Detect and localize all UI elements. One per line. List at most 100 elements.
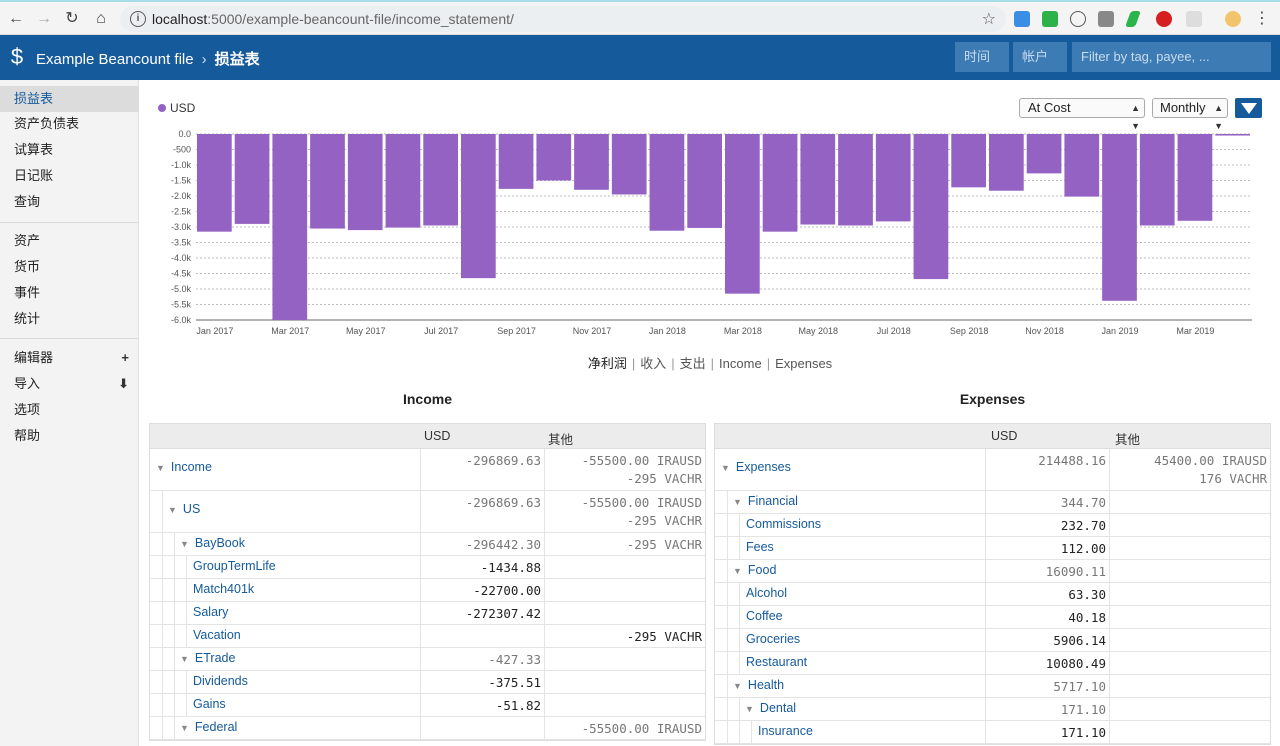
tree-row[interactable]: Groceries 5906.14	[715, 629, 1270, 652]
chart-bar[interactable]	[838, 134, 873, 226]
chart-tab-expenses-cn[interactable]: 支出	[679, 356, 706, 371]
profile-avatar[interactable]	[1225, 11, 1241, 27]
account-name[interactable]: ▼ Expenses	[721, 460, 791, 474]
account-name[interactable]: Groceries	[746, 632, 800, 646]
account-name[interactable]: ▼ Federal	[180, 720, 237, 734]
account-name[interactable]: Match401k	[193, 582, 254, 596]
chart-bar[interactable]	[1139, 134, 1175, 226]
info-icon[interactable]: i	[130, 11, 146, 27]
account-name[interactable]: Alcohol	[746, 586, 787, 600]
account-filter-input[interactable]: 帐户	[1013, 42, 1067, 72]
tree-row[interactable]: Coffee 40.18	[715, 606, 1270, 629]
chart-bar[interactable]	[800, 134, 836, 225]
chart-bar[interactable]	[423, 134, 458, 226]
chart-tab-expenses[interactable]: Expenses	[775, 356, 833, 371]
tree-row[interactable]: Gains -51.82	[150, 694, 705, 717]
tree-row[interactable]: ▼ BayBook -296442.30 -295 VACHR	[150, 533, 705, 556]
tree-row[interactable]: Insurance 171.10	[715, 721, 1270, 744]
chart-bar[interactable]	[989, 134, 1024, 191]
camera-icon[interactable]	[1098, 11, 1114, 27]
tag-payee-filter-input[interactable]: Filter by tag, payee, ...	[1072, 42, 1271, 72]
sidebar-item-balance-sheet[interactable]: 资产负债表	[14, 116, 80, 131]
chart-bar[interactable]	[272, 134, 308, 320]
sidebar-item-statistics[interactable]: 统计	[14, 311, 41, 326]
account-name[interactable]: Insurance	[758, 724, 813, 738]
account-name[interactable]: Fees	[746, 540, 774, 554]
fava-logo-icon[interactable]: $	[10, 44, 24, 69]
reload-icon[interactable]: ↻	[65, 10, 79, 27]
chart-bar[interactable]	[536, 134, 572, 181]
account-name[interactable]: Gains	[193, 697, 226, 711]
sidebar-item-trial-balance[interactable]: 试算表	[14, 142, 54, 157]
chart-tab-net-profit[interactable]: 净利润	[587, 356, 627, 371]
bookmark-star-icon[interactable]: ☆	[981, 11, 996, 28]
collapse-caret-icon[interactable]: ▼	[156, 463, 165, 473]
column-header-usd[interactable]: USD	[424, 429, 451, 443]
tree-row[interactable]: Match401k -22700.00	[150, 579, 705, 602]
sidebar-item-income-statement[interactable]: 损益表	[0, 86, 139, 112]
tree-row[interactable]: Restaurant 10080.49	[715, 652, 1270, 675]
chart-bar[interactable]	[649, 134, 685, 231]
chart-bar[interactable]	[574, 134, 609, 190]
tree-row[interactable]: ▼ US -296869.63 -55500.00 IRAUSD -295 VACHR	[150, 491, 705, 533]
collapse-caret-icon[interactable]: ▼	[745, 704, 754, 714]
chart-bar[interactable]	[1215, 134, 1250, 136]
time-filter-input[interactable]: 时间	[955, 42, 1009, 72]
collapse-caret-icon[interactable]: ▼	[733, 566, 742, 576]
account-name[interactable]: Commissions	[746, 517, 821, 531]
chart-bar[interactable]	[951, 134, 986, 188]
collapse-caret-icon[interactable]: ▼	[733, 497, 742, 507]
sidebar-item-holdings[interactable]: 资产	[14, 233, 41, 248]
column-header-usd[interactable]: USD	[991, 429, 1018, 443]
evernote-icon[interactable]	[1042, 11, 1058, 27]
account-name[interactable]: ▼ BayBook	[180, 536, 245, 550]
collapse-caret-icon[interactable]: ▼	[733, 681, 742, 691]
tree-row[interactable]: Dividends -375.51	[150, 671, 705, 694]
column-header-other[interactable]: 其他	[548, 433, 574, 447]
sidebar-item-import[interactable]: 导入	[14, 376, 41, 391]
home-icon[interactable]: ⌂	[96, 10, 106, 27]
chart-bar[interactable]	[725, 134, 760, 294]
chart-toggle-button[interactable]	[1235, 98, 1262, 118]
sidebar-item-journal[interactable]: 日记账	[14, 168, 54, 183]
account-name[interactable]: ▼ ETrade	[180, 651, 235, 665]
chart-bar[interactable]	[1102, 134, 1137, 301]
sidebar-item-commodities[interactable]: 货币	[14, 259, 41, 274]
account-name[interactable]: ▼ Food	[733, 563, 776, 577]
extension-icon[interactable]	[1186, 11, 1202, 27]
forward-icon[interactable]: →	[36, 10, 52, 27]
tree-row[interactable]: ▼ Food 16090.11	[715, 560, 1270, 583]
chart-bar[interactable]	[347, 134, 383, 231]
chart-bar[interactable]	[913, 134, 949, 280]
tree-row[interactable]: Alcohol 63.30	[715, 583, 1270, 606]
chart-bar[interactable]	[1064, 134, 1100, 197]
collapse-caret-icon[interactable]: ▼	[180, 723, 189, 733]
tree-row[interactable]: Salary -272307.42	[150, 602, 705, 625]
collapse-caret-icon[interactable]: ▼	[721, 463, 730, 473]
tree-row[interactable]: ▼ Expenses 214488.16 45400.00 IRAUSD 176 VAC…	[715, 449, 1270, 491]
tree-row[interactable]: Vacation -295 VACHR	[150, 625, 705, 648]
tree-row[interactable]: ▼ Income -296869.63 -55500.00 IRAUSD -295 VA…	[150, 449, 705, 491]
chart-bar[interactable]	[1026, 134, 1062, 174]
chart-bar[interactable]	[498, 134, 534, 189]
tree-row[interactable]: ▼ Financial 344.70	[715, 491, 1270, 514]
collapse-caret-icon[interactable]: ▼	[180, 654, 189, 664]
chart-bar[interactable]	[611, 134, 647, 195]
account-name[interactable]: GroupTermLife	[193, 559, 276, 573]
plus-icon[interactable]: +	[121, 350, 129, 365]
chart-bar[interactable]	[875, 134, 911, 222]
back-icon[interactable]: ←	[8, 10, 24, 27]
collapse-caret-icon[interactable]: ▼	[180, 539, 189, 549]
account-name[interactable]: ▼ Financial	[733, 494, 798, 508]
ublock-icon[interactable]	[1156, 11, 1172, 27]
tree-row[interactable]: ▼ Federal -55500.00 IRAUSD	[150, 717, 705, 740]
account-name[interactable]: ▼ US	[168, 502, 200, 516]
chart-bar[interactable]	[762, 134, 798, 232]
ledger-title[interactable]: Example Beancount file	[36, 51, 194, 68]
chart-bar[interactable]	[197, 134, 232, 232]
address-bar[interactable]: i localhost:5000/example-beancount-file/…	[120, 6, 1006, 32]
interval-select[interactable]: Monthly ▲ ▼	[1152, 98, 1228, 131]
chart-bar[interactable]	[385, 134, 421, 228]
account-name[interactable]: Restaurant	[746, 655, 807, 669]
chart-bar[interactable]	[234, 134, 270, 224]
